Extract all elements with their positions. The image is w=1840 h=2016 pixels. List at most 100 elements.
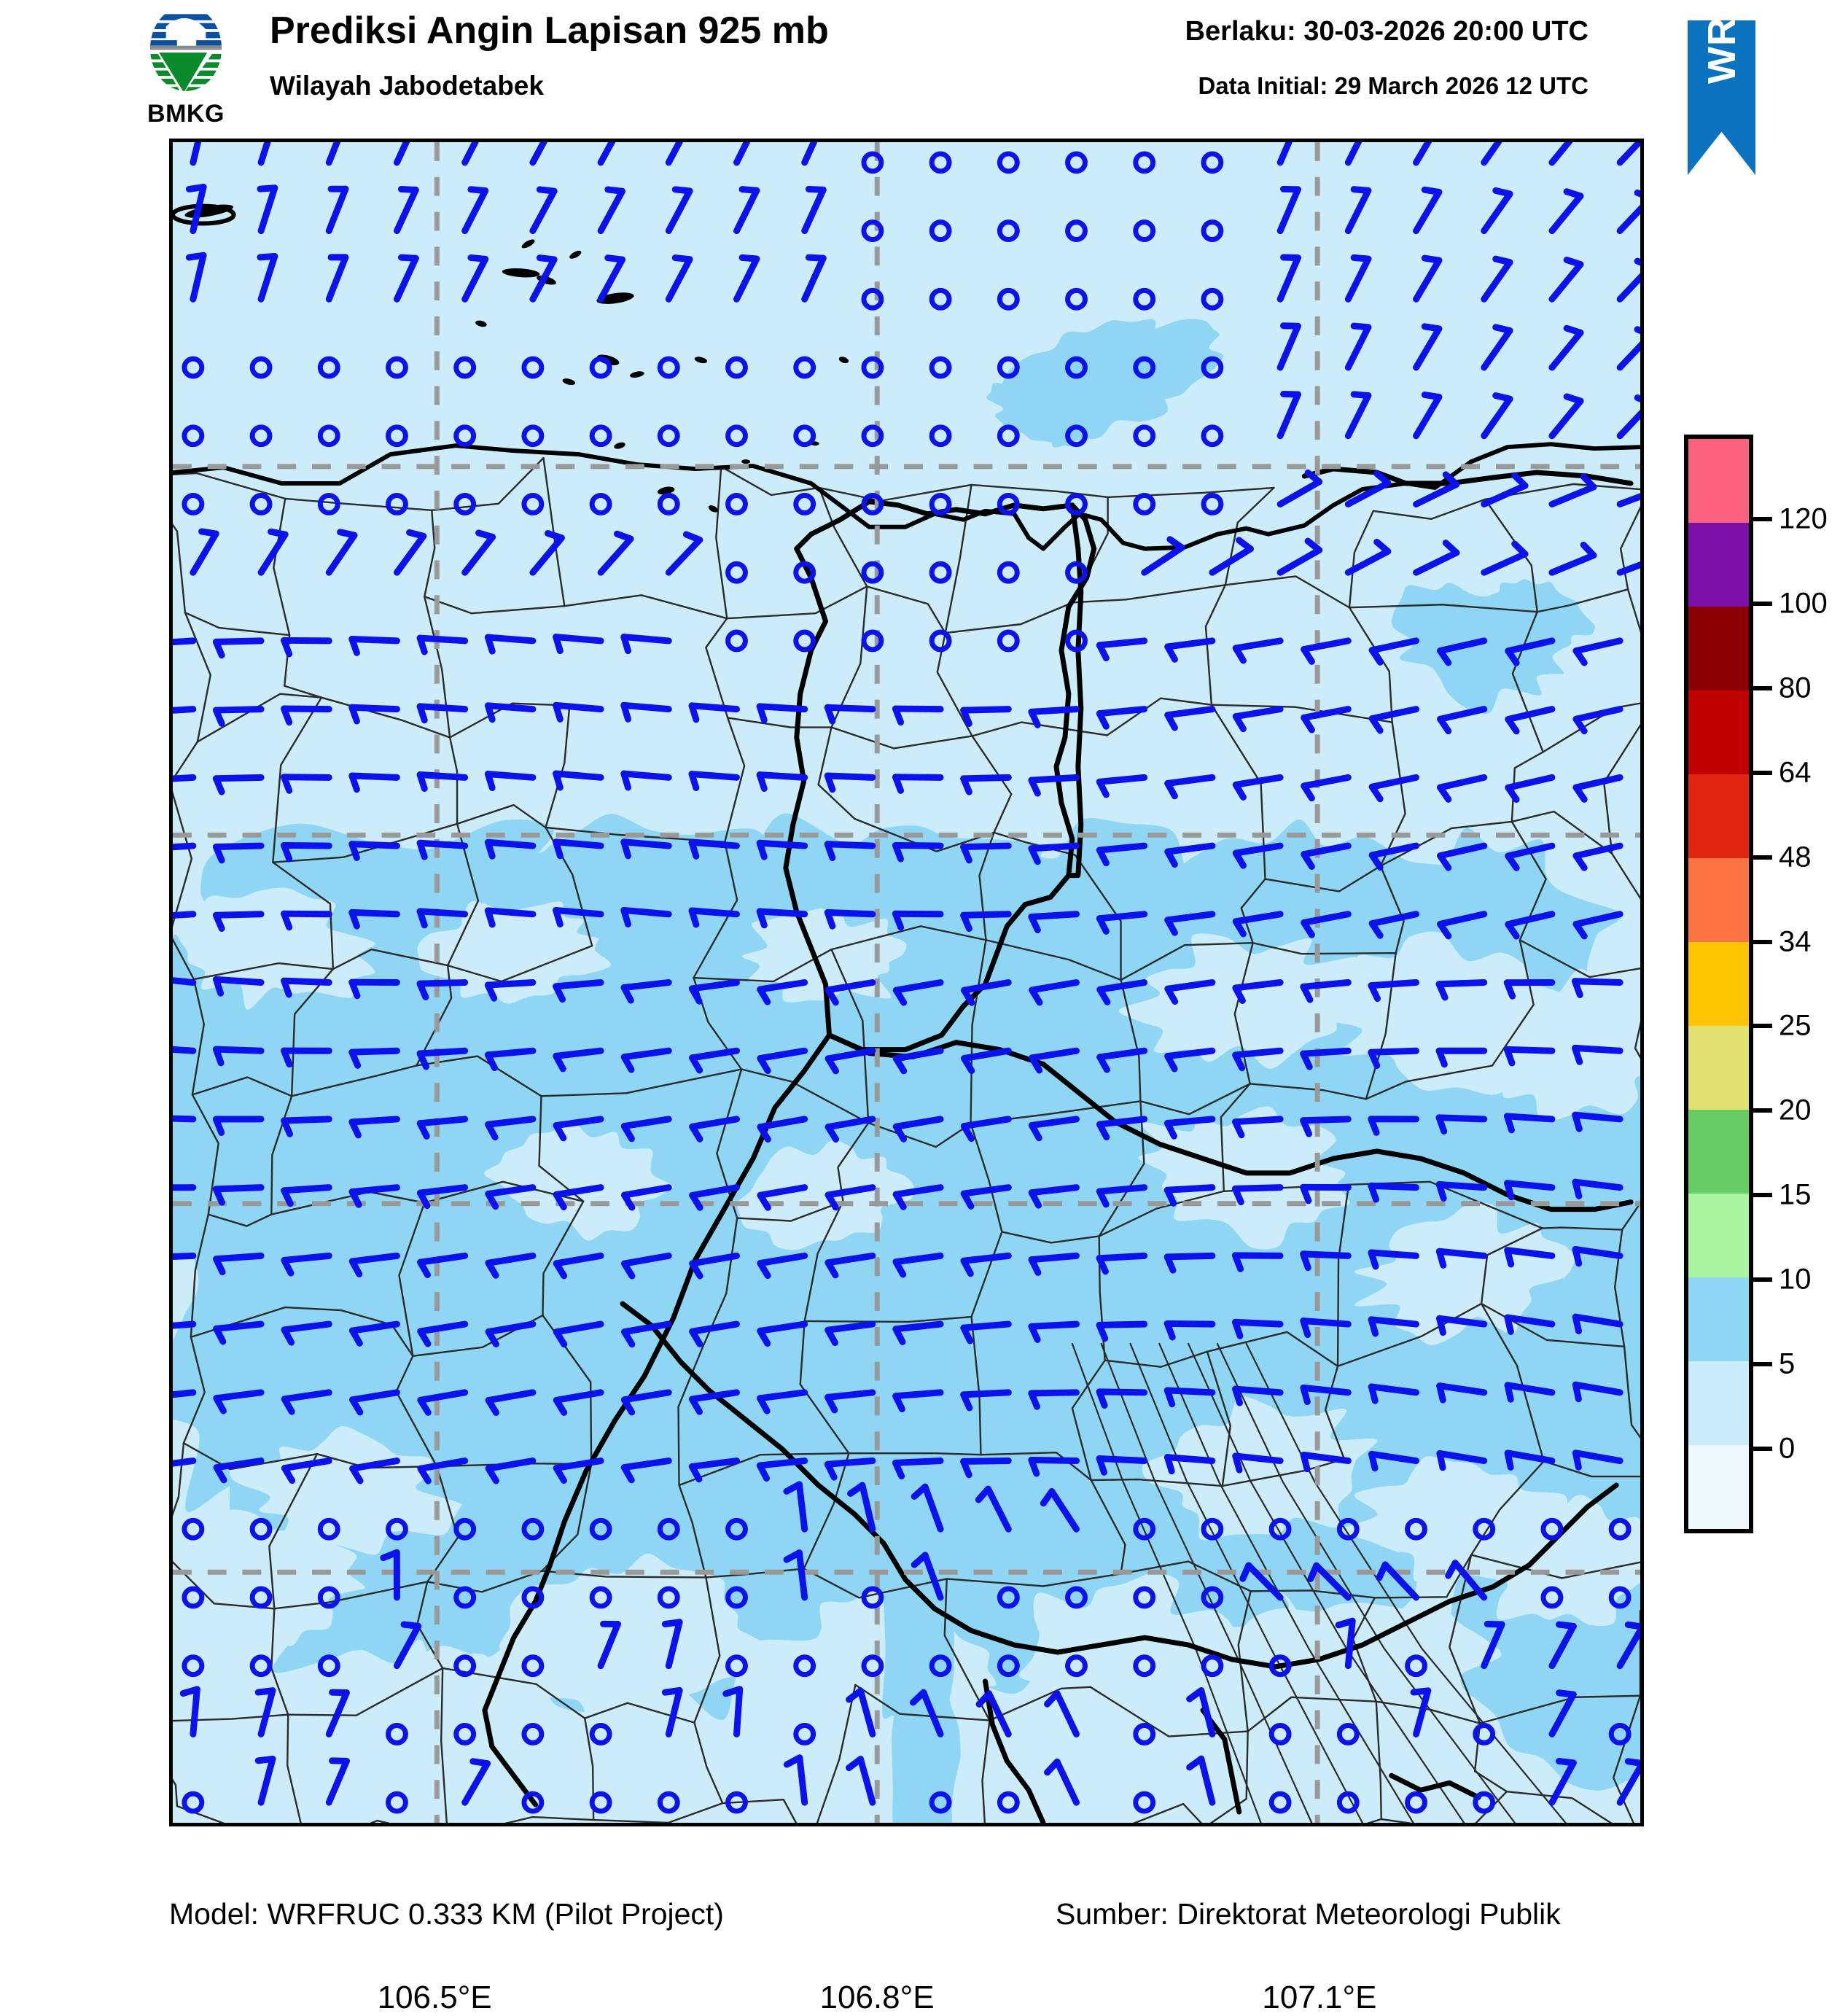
barb-shaft <box>1032 1324 1077 1326</box>
barb-half-feather <box>1440 1318 1443 1332</box>
barb-shaft <box>420 911 465 914</box>
barb-shaft <box>895 777 940 778</box>
barb-shaft <box>895 1461 940 1463</box>
colorbar-bin <box>1688 1194 1749 1277</box>
barb-half-feather <box>1167 1390 1172 1404</box>
barb-shaft <box>1303 983 1348 987</box>
barb-half-feather <box>1236 1389 1240 1403</box>
lon-tick-label: 107.1°E <box>1262 1980 1376 2016</box>
barb-half-feather <box>420 707 424 720</box>
barb-shaft <box>352 707 397 709</box>
barb-shaft <box>1099 1392 1145 1393</box>
barb-shaft <box>624 774 668 777</box>
map-container[interactable]: 6°S6.25°S6.5°S6.75°S 106.5°E106.8°E107.1… <box>169 139 1644 1826</box>
barb-half-feather <box>726 1689 740 1694</box>
barb-half-feather <box>420 911 424 925</box>
barb-shaft <box>1371 983 1416 986</box>
barb-half-feather <box>624 842 628 856</box>
barb-shaft <box>284 1119 330 1121</box>
colorbar-bin <box>1688 1445 1749 1529</box>
barb-half-feather <box>488 842 492 856</box>
barb-half-feather <box>1439 1184 1443 1198</box>
page-title: Prediksi Angin Lapisan 925 mb <box>270 10 829 52</box>
colorbar-tick-label: 15 <box>1779 1179 1812 1212</box>
barb-half-feather <box>547 534 561 538</box>
colorbar-tick-mark <box>1753 1447 1772 1451</box>
barb-half-feather <box>260 256 275 257</box>
barb-half-feather <box>1575 981 1580 995</box>
barb-shaft <box>1099 1458 1145 1460</box>
barb-shaft <box>1235 1188 1280 1189</box>
barb-half-feather <box>1371 1320 1375 1334</box>
barb-half-feather <box>556 705 561 719</box>
page-subtitle: Wilayah Jabodetabek <box>270 71 829 101</box>
barb-shaft <box>352 844 397 846</box>
map-frame[interactable] <box>169 139 1644 1826</box>
barb-shaft <box>827 776 873 777</box>
barb-shaft <box>217 979 262 982</box>
barb-shaft <box>692 911 737 914</box>
barb-shaft <box>1236 1051 1280 1055</box>
barb-half-feather <box>760 911 764 925</box>
barb-half-feather <box>675 190 690 191</box>
page-footer: Model: WRFRUC 0.333 KM (Pilot Project) S… <box>0 1896 1840 1964</box>
barb-half-feather <box>1508 1183 1512 1197</box>
colorbar-tick-mark <box>1753 602 1772 606</box>
colorbar-bin <box>1688 774 1749 858</box>
barb-half-feather <box>1167 1457 1172 1471</box>
barb-shaft <box>284 777 330 778</box>
barb-shaft <box>173 709 193 712</box>
lon-tick-label: 106.5°E <box>378 1980 492 2016</box>
barb-half-feather <box>1567 192 1580 196</box>
barb-half-feather <box>183 1689 197 1694</box>
colorbar-tick-label: 100 <box>1779 587 1828 620</box>
barb-half-feather <box>258 1759 273 1760</box>
colorbar-tick-mark <box>1753 1193 1772 1197</box>
barb-shaft <box>556 705 601 709</box>
barb-shaft <box>760 775 805 778</box>
barb-half-feather <box>556 910 561 924</box>
barb-half-feather <box>1507 1116 1511 1130</box>
barb-shaft <box>1575 1048 1621 1051</box>
barb-half-feather <box>760 843 764 857</box>
barb-shaft <box>420 983 465 984</box>
colorbar-tick-mark <box>1753 1277 1772 1282</box>
barb-shaft <box>760 911 805 914</box>
colorbar-tick-mark <box>1753 1024 1772 1028</box>
barb-shaft <box>352 776 397 777</box>
barb-shaft <box>173 846 193 849</box>
wind-barb-map[interactable] <box>173 142 1640 1823</box>
barb-shaft <box>284 981 330 982</box>
barb-half-feather <box>608 258 623 260</box>
barb-shaft <box>964 914 1009 915</box>
barb-shaft <box>217 1324 261 1328</box>
colorbar-tick-label: 20 <box>1779 1094 1812 1127</box>
barb-shaft <box>1439 1118 1484 1119</box>
colorbar-track <box>1684 435 1753 1533</box>
barb-half-feather <box>1284 257 1298 258</box>
colorbar-bin <box>1688 858 1749 942</box>
barb-half-feather <box>1496 190 1510 194</box>
barb-shaft <box>420 1119 464 1124</box>
barb-shaft <box>1303 1119 1349 1121</box>
barb-half-feather <box>1354 394 1368 396</box>
barb-shaft <box>1032 709 1077 712</box>
barb-shaft <box>760 1461 804 1466</box>
barb-shaft <box>895 846 940 847</box>
barb-shaft <box>1236 1119 1281 1122</box>
barb-shaft <box>1507 1116 1552 1119</box>
barb-shaft <box>1507 1049 1552 1051</box>
barb-half-feather <box>1354 326 1368 327</box>
barb-shaft <box>352 1051 397 1052</box>
barb-shaft <box>964 1393 1009 1395</box>
barb-half-feather <box>1099 1458 1104 1472</box>
barb-half-feather <box>420 638 424 652</box>
barb-half-feather <box>332 1692 347 1693</box>
barb-half-feather <box>1371 1186 1376 1199</box>
barb-shaft <box>284 845 330 846</box>
barb-half-feather <box>284 981 289 995</box>
model-note: Model: WRFRUC 0.333 KM (Pilot Project) <box>169 1897 724 1931</box>
barb-half-feather <box>827 844 833 858</box>
barb-half-feather <box>1439 1251 1443 1265</box>
